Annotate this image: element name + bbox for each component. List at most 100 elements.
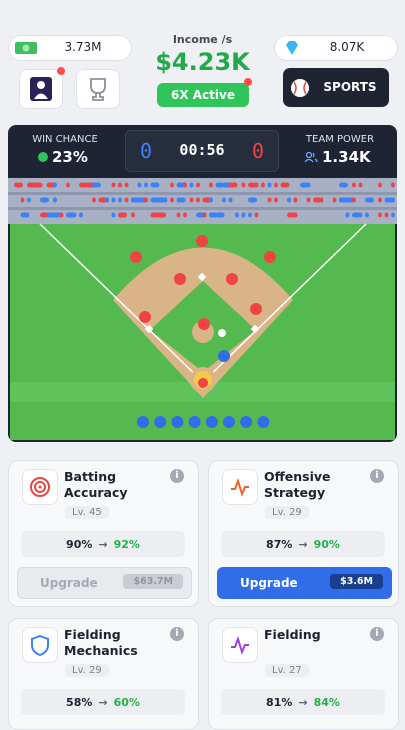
stat-to: 60% xyxy=(113,695,140,709)
crowd-dot xyxy=(59,212,64,218)
cash-icon xyxy=(15,42,37,54)
crowd-dot xyxy=(365,197,374,203)
trophy-button[interactable] xyxy=(76,69,120,109)
crowd-dot xyxy=(228,182,238,188)
crowd-dot xyxy=(384,212,389,218)
crowd-dot xyxy=(358,182,363,188)
crowd-dot xyxy=(92,197,96,203)
crowd-dot xyxy=(241,182,246,188)
upgrade-card: Offensive Strategy i Lv. 29 87% → 90% Upgr… xyxy=(208,460,399,607)
info-button[interactable]: i xyxy=(170,627,184,641)
crowd-dot xyxy=(170,182,174,188)
crowd-dot xyxy=(319,197,324,203)
upgrade-button[interactable]: Upgrade $63.7M xyxy=(17,567,192,599)
crowd-dot xyxy=(189,197,194,203)
crowd-dot xyxy=(339,182,348,188)
crowd-dot xyxy=(137,197,147,203)
crowd-dot xyxy=(27,182,36,188)
crowd-dot xyxy=(248,212,252,218)
badge xyxy=(244,78,252,86)
crowd-dot xyxy=(14,182,23,188)
score-right: 0 xyxy=(251,139,264,163)
crowd-dot xyxy=(176,182,186,188)
button-price: $63.7M xyxy=(123,574,183,589)
crowd-dot xyxy=(241,212,246,218)
crowd-dot xyxy=(365,212,369,218)
crowd-dot xyxy=(248,182,257,188)
stat-to: 84% xyxy=(313,695,340,709)
badge xyxy=(57,67,65,75)
boost-button[interactable]: 6X Active xyxy=(157,83,249,107)
upgrade-button[interactable]: Upgrade $3.6M xyxy=(217,567,392,599)
card-icon xyxy=(222,627,258,663)
stat-to: 92% xyxy=(113,537,140,551)
stat-from: 58% xyxy=(66,695,93,709)
crowd-dot xyxy=(131,197,140,203)
profile-icon xyxy=(30,77,52,101)
crowd-dot xyxy=(300,182,309,188)
crowd-dot xyxy=(144,182,148,188)
bench-player xyxy=(205,416,218,428)
info-button[interactable]: i xyxy=(370,469,384,483)
crowd-dot xyxy=(46,212,56,218)
crowd-dot xyxy=(157,212,166,218)
stat-from: 81% xyxy=(266,695,293,709)
arrow: → xyxy=(298,537,308,551)
crowd-dot xyxy=(228,197,233,203)
crowd-dot xyxy=(339,197,348,203)
crowd-dot xyxy=(85,182,95,188)
crowd-dot xyxy=(215,182,225,188)
profile-button[interactable] xyxy=(19,69,63,109)
crowd-dot xyxy=(267,197,272,203)
crowd-dot xyxy=(293,212,298,218)
card-title: Fielding Mechanics xyxy=(64,627,138,658)
crowd-dot xyxy=(345,197,355,203)
crowd-dot xyxy=(33,182,43,188)
team-power-label: TEAM POWER xyxy=(305,134,375,145)
stat-change: 58% → 60% xyxy=(21,689,185,715)
crowd-dot xyxy=(202,212,207,218)
win-chance-value: 23% xyxy=(52,148,88,166)
crowd-dot xyxy=(287,197,291,203)
button-label: Upgrade xyxy=(40,576,98,590)
crowd-dot xyxy=(40,212,49,218)
timer: 00:56 xyxy=(179,141,225,159)
button-label: Upgrade xyxy=(240,576,298,590)
crowd-dot xyxy=(209,197,213,203)
crowd-dot xyxy=(131,212,135,218)
bench-player xyxy=(171,416,184,428)
card-title: Fielding xyxy=(264,627,321,642)
arrow: → xyxy=(98,695,108,709)
sports-button[interactable]: SPORTS xyxy=(283,68,389,107)
crowd-dot xyxy=(209,182,213,188)
score-left: 0 xyxy=(140,139,153,163)
crowd-dot xyxy=(202,197,212,203)
cash-pill: 3.73M xyxy=(8,35,132,61)
crowd-dot xyxy=(261,182,265,188)
stat-change: 87% → 90% xyxy=(221,531,385,557)
crowd-dot xyxy=(254,212,259,218)
crowd-dot xyxy=(196,182,200,188)
crowd-dot xyxy=(53,212,62,218)
crowd-dot xyxy=(124,182,129,188)
info-button[interactable]: i xyxy=(370,627,384,641)
card-title: Batting Accuracy xyxy=(64,469,128,500)
crowd-dot xyxy=(358,212,363,218)
icon xyxy=(231,477,249,497)
info-button[interactable]: i xyxy=(170,469,184,483)
crowd-dot xyxy=(20,212,30,218)
gem-icon xyxy=(286,41,298,55)
ball-icon xyxy=(291,79,309,97)
crowd-dot xyxy=(235,212,239,218)
upgrade-card: Fielding Mechanics i Lv. 29 58% → 60% xyxy=(8,618,199,730)
crowd-dot xyxy=(384,197,394,203)
icon xyxy=(231,635,249,655)
crowd-dot xyxy=(170,197,174,203)
crowd-dot xyxy=(345,212,350,218)
income-label: Income /s xyxy=(172,33,233,46)
scoreboard: 0 00:56 0 xyxy=(125,130,279,172)
crowd-dot xyxy=(111,197,116,203)
crowd-dot xyxy=(189,182,194,188)
stat-to: 90% xyxy=(313,537,340,551)
crowd-dot xyxy=(391,212,395,218)
